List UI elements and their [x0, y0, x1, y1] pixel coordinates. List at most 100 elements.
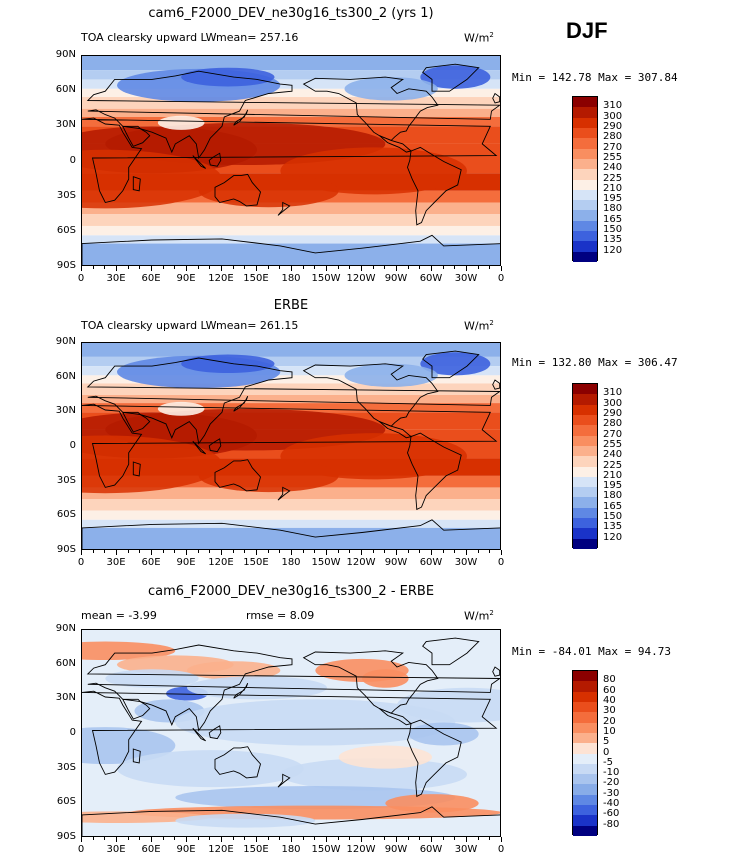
- map-tick-mark: [162, 837, 164, 840]
- map-tick-mark: [466, 550, 467, 555]
- colorbar-swatch: [573, 538, 597, 549]
- lon-tick-label: 90E: [176, 273, 196, 284]
- colorbar-level-label: 30: [603, 705, 616, 717]
- lat-tick-label: 90S: [56, 831, 76, 842]
- coastline: [492, 379, 500, 390]
- map-tick-mark: [81, 550, 82, 555]
- contour-map: [81, 629, 501, 837]
- coastline: [214, 459, 261, 492]
- contour-map: [81, 342, 501, 550]
- map-tick-mark: [326, 266, 327, 271]
- map-tick-mark: [104, 266, 106, 269]
- colorbar-level-label: -10: [603, 767, 620, 779]
- colorbar-level-label: -60: [603, 808, 620, 820]
- lat-tick-label: 90N: [55, 336, 76, 347]
- coastline: [82, 690, 498, 775]
- coastline: [122, 125, 151, 147]
- colorbar-swatch: [573, 179, 597, 190]
- anomaly-region: [385, 794, 479, 813]
- colorbar-level-label: -20: [603, 777, 620, 789]
- map-tick-mark: [232, 550, 234, 553]
- colorbar-level-label: 290: [603, 407, 623, 419]
- coastline: [422, 63, 480, 92]
- map-tick-mark: [174, 266, 176, 269]
- map-tick-mark: [197, 837, 199, 840]
- lon-tick-label: 120W: [346, 273, 376, 284]
- lon-tick-label: 120E: [208, 844, 234, 855]
- latitude-band: [82, 225, 500, 236]
- map-tick-mark: [197, 550, 199, 553]
- colorbar-swatch: [573, 445, 597, 457]
- colorbar-level-label: -5: [603, 756, 613, 768]
- anomaly-region: [116, 750, 304, 788]
- colorbar-level-label: 300: [603, 110, 623, 122]
- anomaly-region: [280, 758, 467, 791]
- map-tick-mark: [209, 266, 211, 269]
- lon-tick-label: 150W: [311, 557, 341, 568]
- coastline: [379, 708, 412, 726]
- colorbar-swatch: [573, 487, 597, 498]
- map-tick-mark: [477, 550, 479, 553]
- colorbar-level-label: 165: [603, 500, 623, 512]
- coastline: [214, 173, 261, 207]
- map-tick-mark: [221, 837, 222, 842]
- colorbar-swatch: [573, 251, 597, 262]
- panel-title: cam6_F2000_DEV_ne30g16_ts300_2 - ERBE: [147, 584, 435, 599]
- coastline: [122, 698, 151, 720]
- map-tick-mark: [407, 837, 409, 840]
- map-tick-mark: [326, 837, 327, 842]
- colorbar-level-label: 180: [603, 203, 623, 215]
- colorbar-swatch: [573, 200, 597, 211]
- lat-tick-label: 90S: [56, 544, 76, 555]
- colorbar-swatch: [573, 784, 597, 795]
- map-tick-mark: [244, 837, 246, 840]
- coastline: [379, 421, 412, 439]
- lon-tick-label: 30W: [454, 844, 478, 855]
- coastline: [492, 92, 500, 104]
- map-tick-mark: [302, 837, 304, 840]
- lat-tick-label: 60S: [56, 796, 76, 808]
- coastline: [233, 395, 249, 412]
- lon-tick-label: 180: [281, 844, 301, 855]
- lat-tick-label: 30N: [55, 405, 76, 417]
- map-tick-mark: [396, 837, 397, 842]
- latitude-band: [82, 108, 500, 117]
- map-tick-mark: [489, 266, 491, 269]
- colorbar-level-label: 310: [603, 100, 623, 112]
- map-tick-mark: [256, 266, 257, 271]
- colorbar-swatch: [573, 435, 597, 446]
- cold-region: [157, 401, 205, 416]
- map-tick-mark: [267, 837, 269, 840]
- map-tick-mark: [139, 266, 141, 269]
- colorbar-level-label: 280: [603, 418, 623, 430]
- coastline: [277, 773, 291, 788]
- coastline: [277, 201, 291, 216]
- lon-tick-label: 90W: [384, 557, 408, 568]
- panel-title: ERBE: [273, 298, 309, 313]
- map-tick-mark: [244, 266, 246, 269]
- map-tick-mark: [256, 837, 257, 842]
- coastline: [302, 363, 439, 427]
- colorbar-swatch: [573, 384, 597, 395]
- lon-tick-label: 30E: [106, 557, 126, 568]
- colorbar-swatch: [573, 774, 597, 785]
- lon-tick-label: 60E: [141, 273, 161, 284]
- colorbar-level-label: -80: [603, 818, 620, 830]
- map-tick-mark: [431, 550, 432, 555]
- cold-region: [157, 115, 205, 130]
- anomaly-region: [175, 786, 456, 810]
- map-tick-mark: [232, 266, 234, 269]
- map-tick-mark: [151, 266, 152, 271]
- colorbar-level-label: 165: [603, 213, 623, 225]
- coastline: [233, 109, 249, 126]
- lon-tick-label: 30E: [106, 273, 126, 284]
- lat-tick-label: 30N: [55, 119, 76, 131]
- colorbar-swatch: [573, 189, 597, 201]
- lon-tick-label: 60W: [419, 844, 443, 855]
- map-tick-mark: [127, 837, 129, 840]
- colorbar-level-label: 150: [603, 224, 623, 236]
- colorbar-level-label: 10: [603, 725, 616, 737]
- map-tick-mark: [151, 550, 152, 555]
- coastline: [208, 725, 222, 740]
- lon-tick-label: 0: [497, 273, 505, 284]
